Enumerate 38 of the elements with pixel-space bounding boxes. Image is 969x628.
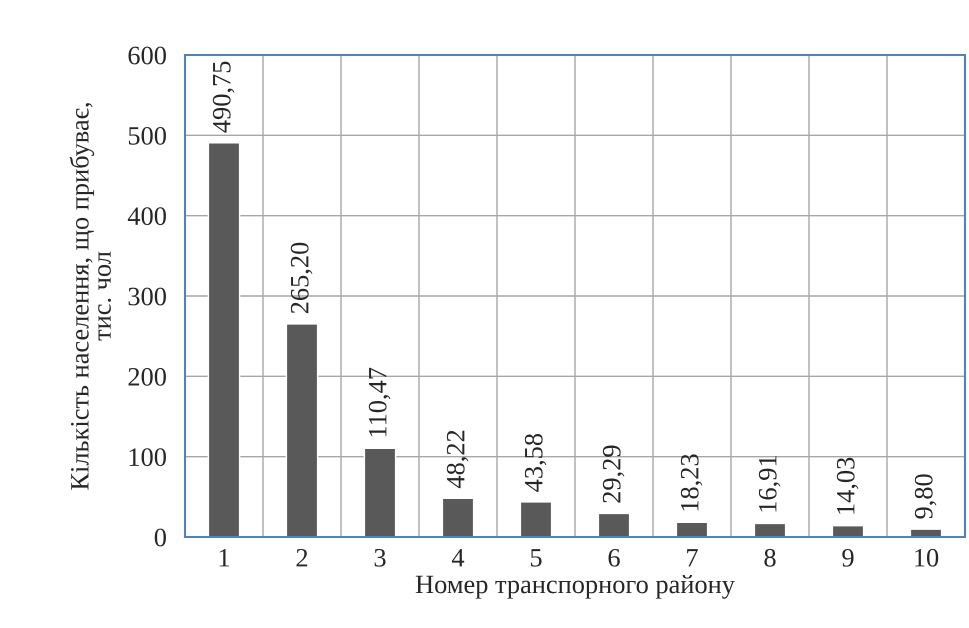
y-tick-label: 400 <box>128 207 166 226</box>
x-tick-label: 8 <box>764 548 776 567</box>
x-tick-label: 7 <box>687 549 698 566</box>
y-tick-label: 200 <box>128 368 166 386</box>
bar <box>832 525 864 537</box>
x-tick-label: 2 <box>296 548 308 566</box>
bar <box>286 323 318 537</box>
bar <box>598 512 630 537</box>
x-tick-label: 1 <box>220 549 230 566</box>
bar <box>676 522 708 537</box>
x-tick-label: 3 <box>374 548 386 567</box>
y-tick-label: 300 <box>128 288 166 306</box>
data-label: 16,91 <box>758 456 780 512</box>
y-tick-label: 500 <box>128 126 166 145</box>
y-tick-label: 0 <box>154 528 166 546</box>
x-tick-label: 6 <box>608 548 620 567</box>
y-axis-title: Кількість населення, що прибуває, тис. чол <box>70 103 112 490</box>
bar <box>208 142 240 537</box>
bar <box>364 448 396 537</box>
data-label: 265,20 <box>290 242 312 314</box>
bar <box>520 501 552 537</box>
y-tick-label: 600 <box>128 46 166 64</box>
x-tick-label: 10 <box>915 548 938 567</box>
data-label: 490,75 <box>212 62 234 133</box>
y-tick-label: 100 <box>130 448 166 466</box>
data-label: 43,58 <box>524 434 546 492</box>
data-label: 110,47 <box>368 368 390 436</box>
bar <box>442 498 474 537</box>
data-label: 9,80 <box>914 474 936 519</box>
x-tick-label: 9 <box>842 548 854 567</box>
data-label: 18,23 <box>680 454 702 510</box>
x-tick-label: 4 <box>452 549 464 566</box>
data-label: 48,22 <box>446 430 468 488</box>
x-axis-title: Номер транспорного району <box>416 574 735 599</box>
bar <box>754 522 786 537</box>
data-label: 29,29 <box>602 446 624 503</box>
x-tick-label: 5 <box>530 549 542 567</box>
data-label: 14,03 <box>836 458 858 514</box>
